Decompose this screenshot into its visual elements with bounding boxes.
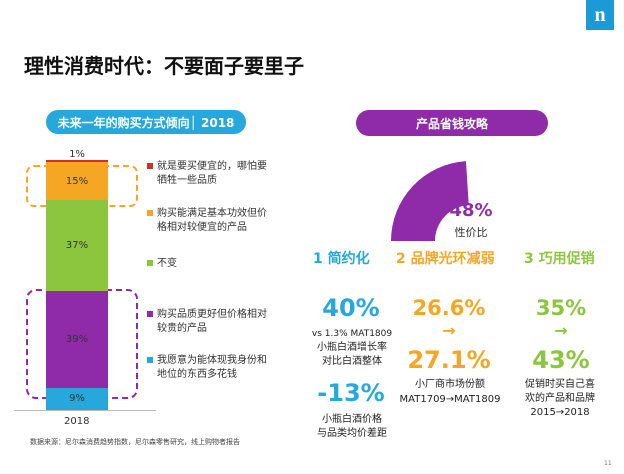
stat-description: 小厂商市场份额: [415, 379, 485, 390]
bar-segment: 37%: [46, 199, 108, 292]
strategy-brand: 2 品牌光环减弱: [396, 248, 495, 268]
legend-item: 购买品质更好但价格相对较贵的产品: [147, 308, 275, 336]
stat-description: 对比白酒整体: [322, 356, 382, 367]
bar-value-label: 15%: [65, 175, 89, 187]
stat-promo-before: 35%: [535, 296, 587, 320]
bar-value-label: 39%: [65, 333, 89, 345]
stat-comparison: vs 1.3% MAT1809: [311, 329, 393, 339]
stat-small-bottle-growth: 40%: [322, 294, 380, 322]
stat-price-gap: -13%: [317, 379, 385, 407]
legend-swatch: [147, 311, 153, 317]
legend-item: 不变: [147, 257, 275, 271]
legend-swatch: [147, 163, 153, 169]
legend-item: 我愿意为能体现我身份和地位的东西多花钱: [147, 354, 275, 382]
legend-label: 就是要买便宜的，哪怕要牺牲一些品质: [157, 161, 267, 186]
legend-label: 不变: [157, 258, 177, 269]
data-source-note: 数据来源：尼尔森消费趋势指数，尼尔森零售研究，线上购物者报告: [30, 438, 240, 446]
page-number: 11: [604, 460, 612, 467]
gauge-fill: [391, 161, 469, 241]
bar-segment: 9%: [46, 387, 108, 410]
bar-value-label: 9%: [69, 393, 85, 405]
brand-logo: n: [586, 0, 614, 30]
arrow-icon: →: [554, 321, 568, 340]
bar-value-label: 1%: [69, 149, 85, 160]
stat-share-before: 26.6%: [412, 296, 486, 320]
strategy-label: 简约化: [327, 251, 370, 267]
legend-label: 购买能满足基本功效但价格相对较便宜的产品: [157, 208, 267, 233]
stacked-bar-chart: 1% 15% 37% 39% 9%: [46, 149, 108, 410]
stat-description: 小瓶白酒增长率: [317, 342, 387, 353]
strategy-promotion: 3 巧用促销: [524, 248, 595, 268]
gauge-percent: 48%: [449, 200, 493, 221]
legend-swatch: [147, 357, 153, 363]
stat-period: MAT1709→MAT1809: [399, 394, 501, 405]
stat-promo-after: 43%: [532, 346, 590, 374]
strategy-label: 品牌光环减弱: [410, 251, 495, 267]
stat-period: 2015→2018: [530, 407, 590, 418]
bar-segment: 39%: [46, 291, 108, 388]
legend-label: 我愿意为能体现我身份和地位的东西多花钱: [157, 355, 267, 380]
bar-value-label: 37%: [65, 239, 89, 251]
bar-segment: 15%: [46, 162, 108, 200]
legend-swatch: [147, 210, 153, 216]
value-gauge: [391, 161, 551, 241]
stat-description: 促销时买自己喜: [525, 379, 595, 390]
left-panel-header: 未来一年的购买方式倾向│ 2018: [46, 110, 246, 134]
stat-description: 与品类均价差距: [317, 428, 387, 439]
legend-label: 购买品质更好但价格相对较贵的产品: [157, 309, 267, 334]
legend-item: 购买能满足基本功效但价格相对较便宜的产品: [147, 207, 275, 235]
legend-item: 就是要买便宜的，哪怕要牺牲一些品质: [147, 160, 275, 188]
legend-swatch: [147, 260, 153, 266]
strategy-number: 3: [524, 251, 534, 267]
stat-share-after: 27.1%: [407, 346, 491, 374]
arrow-icon: →: [442, 321, 456, 340]
strategy-label: 巧用促销: [538, 251, 595, 267]
right-panel-header: 产品省钱攻略: [356, 110, 548, 136]
strategy-number: 2: [396, 251, 406, 267]
chart-baseline: [14, 410, 156, 411]
bar-segment: 1%: [46, 149, 108, 163]
page-title: 理性消费时代：不要面子要里子: [24, 54, 304, 78]
stat-description: 欢的产品和品牌: [525, 393, 595, 404]
category-label: 2018: [64, 416, 90, 427]
strategy-simplify: 1 简约化: [313, 248, 370, 268]
strategy-number: 1: [313, 251, 323, 267]
stat-description: 小瓶白酒价格: [322, 414, 382, 425]
gauge-label: 性价比: [454, 226, 488, 239]
